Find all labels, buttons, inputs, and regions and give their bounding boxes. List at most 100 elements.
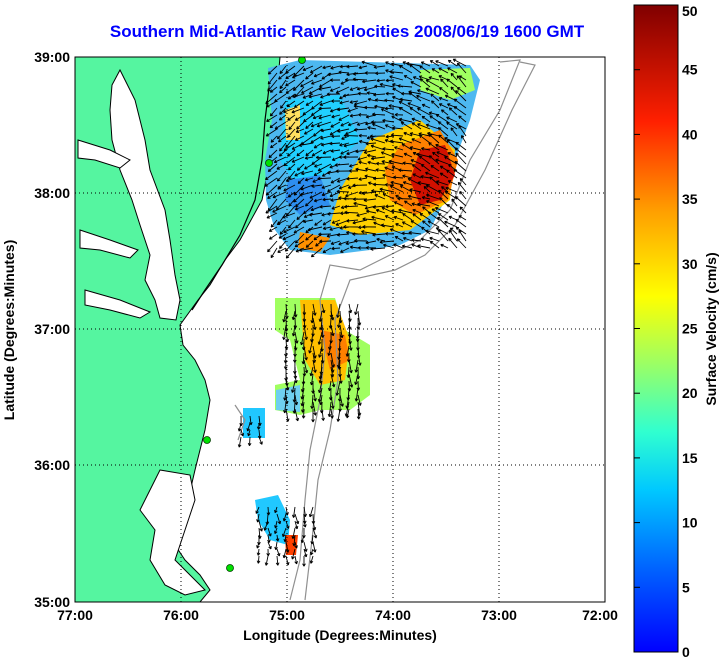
velocity-arrow xyxy=(304,177,314,182)
velocity-arrow xyxy=(394,235,404,242)
velocity-arrow xyxy=(349,100,359,104)
velocity-arrow xyxy=(318,345,323,358)
velocity-arrow xyxy=(352,72,368,76)
y-axis: 39:00 38:00 37:00 36:00 35:00 Latitude (… xyxy=(1,49,70,610)
velocity-arrow xyxy=(279,107,287,115)
velocity-arrow xyxy=(296,212,305,221)
velocity-arrow xyxy=(379,240,395,244)
velocity-arrow xyxy=(330,198,341,202)
velocity-arrow xyxy=(303,548,308,558)
velocity-arrow xyxy=(294,205,305,211)
velocity-arrow xyxy=(308,93,323,99)
velocity-arrow xyxy=(334,163,350,167)
map-title: Southern Mid-Atlantic Raw Velocities 200… xyxy=(109,22,585,41)
velocity-arrow xyxy=(282,548,287,559)
velocity-arrow xyxy=(293,226,305,234)
velocity-arrow xyxy=(416,152,431,158)
velocity-arrow xyxy=(301,170,314,176)
velocity-arrow xyxy=(355,167,368,172)
velocity-arrow xyxy=(354,387,359,402)
velocity-arrow xyxy=(361,230,377,235)
velocity-arrow xyxy=(274,541,278,551)
colorbar-tick-label: 10 xyxy=(682,515,698,531)
velocity-arrow xyxy=(258,436,263,445)
velocity-arrow xyxy=(427,220,440,228)
velocity-arrow xyxy=(382,173,395,179)
velocity-arrow xyxy=(296,163,305,171)
velocity-arrow xyxy=(315,155,332,160)
velocity-arrow xyxy=(458,215,467,221)
velocity-arrow xyxy=(336,189,350,194)
velocity-arrow xyxy=(429,236,440,242)
velocity-arrow xyxy=(372,233,386,237)
velocity-arrow xyxy=(455,90,467,102)
velocity-arrow xyxy=(263,520,269,531)
velocity-arrow xyxy=(282,310,287,323)
velocity-arrow xyxy=(432,151,440,158)
velocity-arrow xyxy=(266,100,278,108)
velocity-arrow xyxy=(267,65,278,75)
velocity-arrow xyxy=(455,141,467,151)
velocity-arrow xyxy=(404,200,413,207)
velocity-arrow xyxy=(438,134,449,144)
velocity-arrow xyxy=(285,520,290,529)
grid-lines xyxy=(75,57,605,602)
velocity-arrow xyxy=(303,520,307,528)
velocity-arrow xyxy=(314,219,323,226)
velocity-arrow xyxy=(304,163,314,170)
velocity-arrow xyxy=(309,548,314,556)
velocity-arrow xyxy=(344,204,359,209)
velocity-arrow xyxy=(335,169,350,174)
velocity-arrow xyxy=(287,128,296,138)
x-axis-label: Longitude (Degrees:Minutes) xyxy=(243,627,437,643)
velocity-arrow xyxy=(375,168,386,172)
velocity-arrow xyxy=(454,196,467,207)
velocity-arrow xyxy=(283,107,296,114)
velocity-arrow xyxy=(349,245,359,250)
velocity-arrow xyxy=(446,203,458,214)
velocity-arrow xyxy=(393,201,404,207)
velocity-arrow xyxy=(419,78,431,88)
velocity-arrow xyxy=(331,219,341,224)
velocity-arrow xyxy=(297,177,305,185)
velocity-arrow xyxy=(312,387,317,402)
velocity-arrow xyxy=(401,143,413,151)
velocity-arrow xyxy=(373,65,386,69)
velocity-arrow xyxy=(311,149,323,157)
velocity-arrow xyxy=(403,131,413,137)
velocity-arrow xyxy=(267,240,278,253)
velocity-arrow xyxy=(425,229,440,235)
velocity-arrow xyxy=(308,506,314,518)
x-tick-label: 75:00 xyxy=(269,607,305,623)
velocity-arrow xyxy=(367,126,377,130)
velocity-arrow xyxy=(438,67,449,74)
velocity-arrow xyxy=(294,240,305,248)
velocity-arrow xyxy=(354,359,359,373)
velocity-arrow xyxy=(398,65,413,74)
velocity-arrow xyxy=(407,102,422,109)
velocity-arrow xyxy=(265,128,278,137)
velocity-arrow xyxy=(336,233,350,237)
velocity-arrow xyxy=(444,220,458,228)
velocity-arrow xyxy=(435,60,449,67)
velocity-arrow xyxy=(303,345,308,361)
velocity-arrow xyxy=(416,107,431,116)
velocity-arrow xyxy=(348,338,353,351)
velocity-arrow xyxy=(291,310,296,321)
velocity-arrow xyxy=(411,117,422,123)
velocity-arrow xyxy=(430,165,440,172)
velocity-arrow xyxy=(384,106,395,111)
velocity-arrow xyxy=(294,541,298,549)
velocity-arrow xyxy=(330,177,341,184)
velocity-arrow xyxy=(381,160,395,165)
velocity-arrow xyxy=(282,212,296,219)
velocity-arrow xyxy=(388,159,404,165)
velocity-arrow xyxy=(301,408,306,419)
velocity-arrow xyxy=(410,81,422,88)
velocity-arrow xyxy=(425,87,440,95)
velocity-arrow xyxy=(365,245,377,250)
velocity-arrow xyxy=(318,114,332,120)
velocity-arrow xyxy=(358,177,368,181)
velocity-arrow xyxy=(446,116,458,123)
velocity-arrow xyxy=(318,232,332,237)
